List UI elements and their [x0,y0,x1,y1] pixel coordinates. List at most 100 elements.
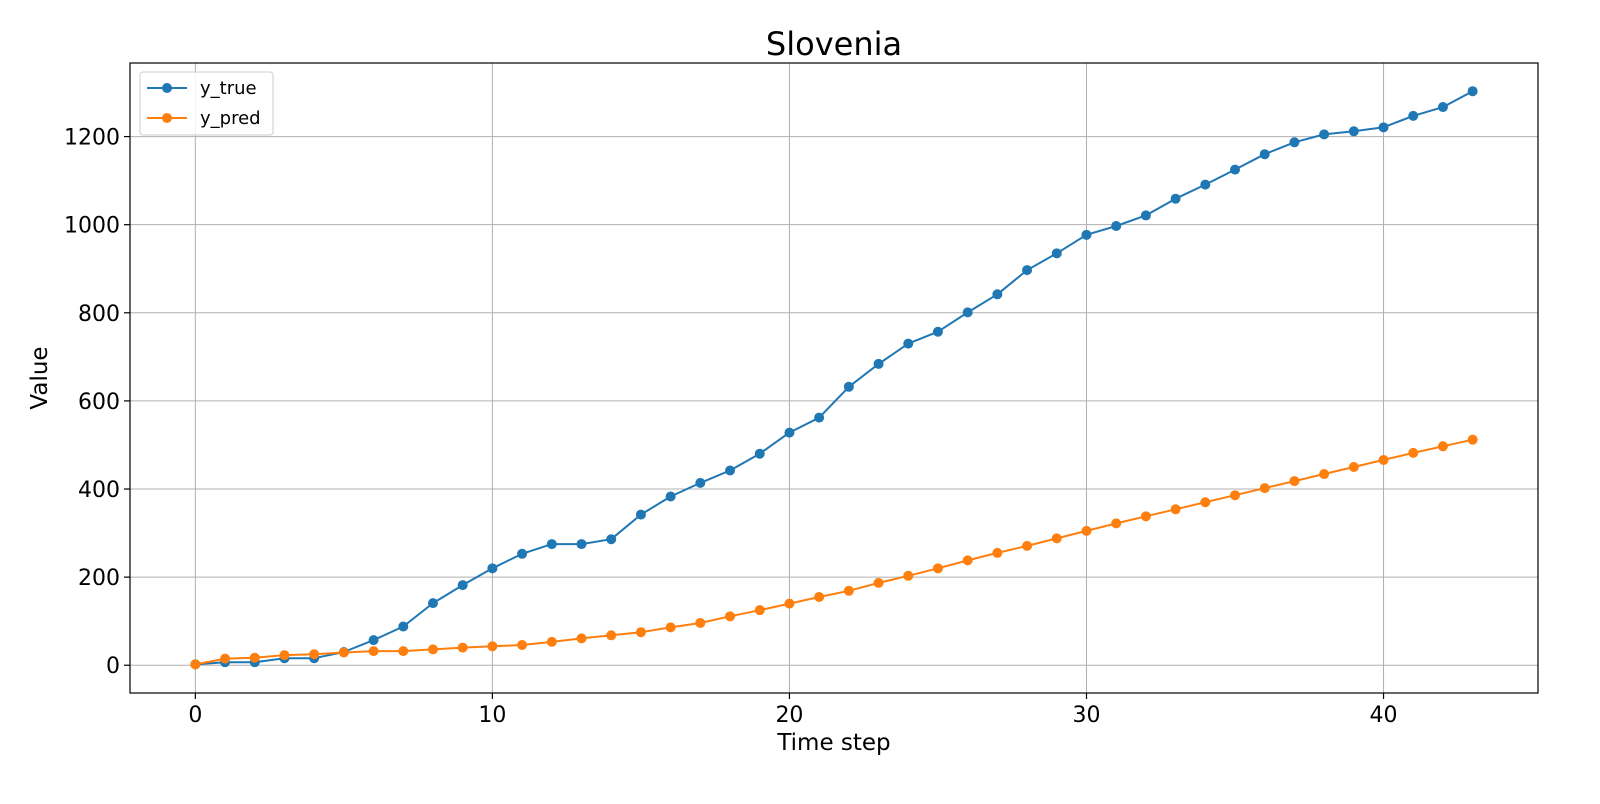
data-point-y_true [814,412,825,423]
data-point-y_true [873,358,884,369]
series-layer [190,86,1478,670]
data-point-y_true [725,465,736,476]
data-point-y_pred [1437,441,1448,452]
data-point-y_pred [457,642,468,653]
data-point-y_pred [992,547,1003,558]
data-point-y_pred [487,641,498,652]
data-point-y_pred [873,577,884,588]
legend: y_true y_pred [139,71,274,136]
data-point-y_true [398,621,409,632]
data-point-y_pred [1022,540,1033,551]
data-point-y_pred [190,659,201,670]
data-point-y_true [665,491,676,502]
data-point-y_true [1111,221,1122,232]
series-y_pred [190,434,1478,670]
data-point-y_pred [249,652,260,663]
data-point-y_true [1319,129,1330,140]
data-point-y_pred [932,563,943,574]
data-point-y_true [754,448,765,459]
data-point-y_true [546,539,557,550]
plot-frame [129,62,1539,694]
data-point-y_pred [546,636,557,647]
data-point-y_pred [220,653,231,664]
data-point-y_pred [695,617,706,628]
data-point-y_true [992,289,1003,300]
data-point-y_true [1140,210,1151,221]
y-axis-label: Value [27,346,53,409]
data-point-y_pred [1230,490,1241,501]
data-point-y_true [962,307,973,318]
data-point-y_pred [398,646,409,657]
data-point-y_pred [1289,476,1300,487]
y-tick-label: 400 [78,478,120,503]
x-tick-label: 0 [188,703,202,728]
legend-marker-y_true [162,83,172,93]
data-point-y_pred [309,649,320,660]
data-point-y_true [1437,102,1448,113]
data-point-y_pred [1081,525,1092,536]
data-point-y_true [784,427,795,438]
data-point-y_pred [368,646,379,657]
data-point-y_true [368,635,379,646]
x-tick-label: 30 [1072,703,1100,728]
data-point-y_true [1170,193,1181,204]
data-point-y_true [576,539,587,550]
data-point-y_pred [665,622,676,633]
data-point-y_true [487,563,498,574]
x-axis-label: Time step [776,730,890,756]
data-point-y_true [1467,86,1478,97]
data-point-y_true [635,509,646,520]
data-point-y_pred [1200,497,1211,508]
series-y_true [190,86,1478,670]
data-point-y_true [903,338,914,349]
data-point-y_pred [279,650,290,661]
data-point-y_pred [1319,469,1330,480]
data-point-y_true [427,598,438,609]
data-point-y_true [606,534,617,545]
data-point-y_true [517,548,528,559]
data-point-y_pred [1348,461,1359,472]
data-point-y_pred [635,627,646,638]
data-point-y_pred [1111,518,1122,529]
data-point-y_pred [962,555,973,566]
legend-marker-y_pred [162,113,172,123]
y-tick-label: 800 [78,302,120,327]
data-point-y_true [1230,164,1241,175]
data-point-y_pred [814,591,825,602]
data-point-y_true [1081,229,1092,240]
data-point-y_pred [754,605,765,616]
data-point-y_pred [1408,447,1419,458]
data-point-y_pred [576,633,587,644]
y-tick-label: 600 [78,390,120,415]
data-point-y_true [695,477,706,488]
data-point-y_pred [725,611,736,622]
data-point-y_pred [1140,511,1151,522]
x-tick-label: 40 [1370,703,1398,728]
chart-title: Slovenia [766,25,902,63]
data-point-y_true [1289,137,1300,148]
series-line-y_true [195,90,1474,666]
data-point-y_pred [843,585,854,596]
data-point-y_true [843,381,854,392]
y-tick-label: 0 [106,654,120,679]
data-point-y_pred [517,639,528,650]
data-point-y_true [1022,265,1033,276]
data-point-y_pred [1051,533,1062,544]
data-point-y_pred [1467,434,1478,445]
data-point-y_true [932,326,943,337]
data-point-y_true [1200,179,1211,190]
data-point-y_pred [1378,454,1389,465]
data-point-y_true [1348,126,1359,137]
y-tick-label: 200 [78,566,120,591]
data-point-y_pred [784,598,795,609]
data-point-y_true [1051,248,1062,259]
y-tick-label: 1000 [64,214,120,239]
series-line-y_pred [195,438,1473,666]
data-point-y_pred [338,647,349,658]
data-point-y_true [1408,110,1419,121]
data-point-y_pred [606,630,617,641]
grid [130,63,1538,693]
x-tick-label: 10 [478,703,506,728]
